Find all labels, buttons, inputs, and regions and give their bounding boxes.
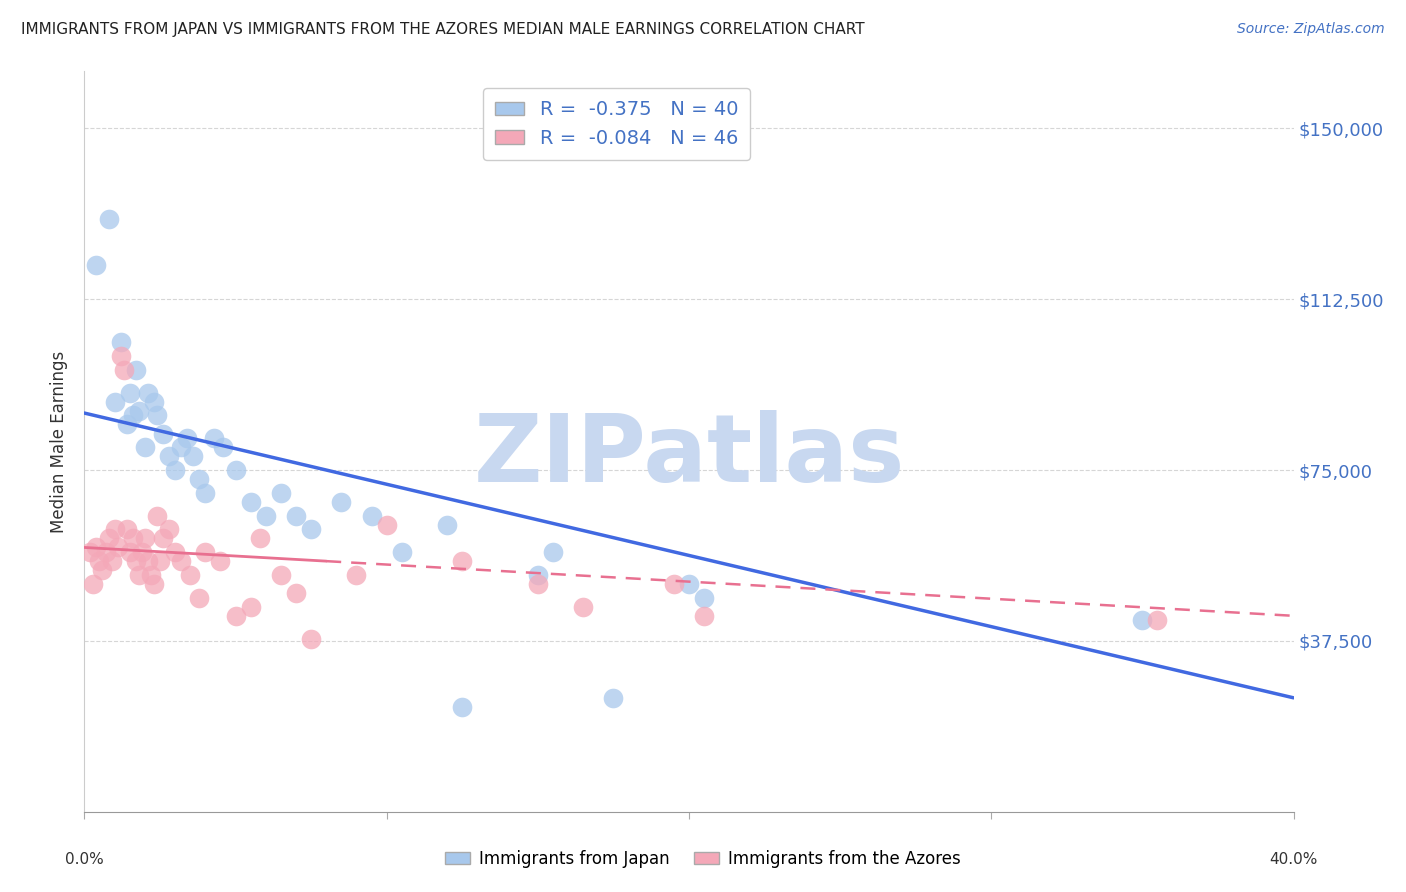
Point <box>209 554 232 568</box>
Point <box>134 440 156 454</box>
Point <box>115 417 138 432</box>
Point <box>194 485 217 500</box>
Point <box>149 554 172 568</box>
Point <box>91 563 114 577</box>
Point <box>104 522 127 536</box>
Point <box>110 349 132 363</box>
Point <box>299 522 322 536</box>
Point <box>165 545 187 559</box>
Point <box>188 591 211 605</box>
Point <box>225 463 247 477</box>
Point <box>118 385 141 400</box>
Text: ZIPatlas: ZIPatlas <box>474 410 904 502</box>
Point <box>128 404 150 418</box>
Point <box>602 690 624 705</box>
Y-axis label: Median Male Earnings: Median Male Earnings <box>51 351 69 533</box>
Point <box>86 541 108 555</box>
Point <box>188 472 211 486</box>
Point <box>89 554 111 568</box>
Point <box>239 599 262 614</box>
Point <box>572 599 595 614</box>
Point <box>152 426 174 441</box>
Point <box>662 577 685 591</box>
Point <box>1132 613 1154 627</box>
Point <box>134 532 156 546</box>
Point <box>121 409 143 423</box>
Point <box>97 532 120 546</box>
Point <box>181 450 204 464</box>
Point <box>299 632 322 646</box>
Point <box>1146 613 1168 627</box>
Point <box>121 532 143 546</box>
Point <box>225 608 247 623</box>
Point <box>152 532 174 546</box>
Point <box>146 409 169 423</box>
Point <box>541 545 564 559</box>
Point <box>693 591 716 605</box>
Point <box>678 577 700 591</box>
Point <box>110 335 132 350</box>
Point <box>254 508 277 523</box>
Point <box>451 700 474 714</box>
Point <box>142 577 165 591</box>
Point <box>202 431 225 445</box>
Point <box>146 508 169 523</box>
Text: IMMIGRANTS FROM JAPAN VS IMMIGRANTS FROM THE AZORES MEDIAN MALE EARNINGS CORRELA: IMMIGRANTS FROM JAPAN VS IMMIGRANTS FROM… <box>21 22 865 37</box>
Text: Source: ZipAtlas.com: Source: ZipAtlas.com <box>1237 22 1385 37</box>
Point <box>346 567 368 582</box>
Point <box>125 363 148 377</box>
Point <box>104 394 127 409</box>
Point <box>170 554 193 568</box>
Point <box>97 212 120 227</box>
Legend: R =  -0.375   N = 40, R =  -0.084   N = 46: R = -0.375 N = 40, R = -0.084 N = 46 <box>484 88 749 160</box>
Point <box>194 545 217 559</box>
Point <box>170 440 193 454</box>
Point <box>100 554 122 568</box>
Point <box>285 586 308 600</box>
Point <box>79 545 101 559</box>
Point <box>330 495 353 509</box>
Point <box>212 440 235 454</box>
Point <box>131 545 153 559</box>
Point <box>82 577 104 591</box>
Point <box>115 522 138 536</box>
Point <box>112 363 135 377</box>
Point <box>527 567 550 582</box>
Point <box>86 258 108 272</box>
Point <box>128 567 150 582</box>
Point <box>107 541 129 555</box>
Point <box>285 508 308 523</box>
Point <box>436 517 458 532</box>
Point <box>136 385 159 400</box>
Legend: Immigrants from Japan, Immigrants from the Azores: Immigrants from Japan, Immigrants from t… <box>439 844 967 875</box>
Point <box>360 508 382 523</box>
Point <box>239 495 262 509</box>
Point <box>176 431 198 445</box>
Text: 40.0%: 40.0% <box>1270 852 1317 867</box>
Point <box>249 532 271 546</box>
Text: 0.0%: 0.0% <box>65 852 104 867</box>
Point <box>391 545 413 559</box>
Point <box>94 545 117 559</box>
Point <box>118 545 141 559</box>
Point <box>142 394 165 409</box>
Point <box>136 554 159 568</box>
Point <box>139 567 162 582</box>
Point <box>125 554 148 568</box>
Point <box>451 554 474 568</box>
Point <box>157 450 180 464</box>
Point <box>527 577 550 591</box>
Point <box>165 463 187 477</box>
Point <box>270 485 292 500</box>
Point <box>157 522 180 536</box>
Point <box>375 517 398 532</box>
Point <box>693 608 716 623</box>
Point <box>179 567 201 582</box>
Point <box>270 567 292 582</box>
